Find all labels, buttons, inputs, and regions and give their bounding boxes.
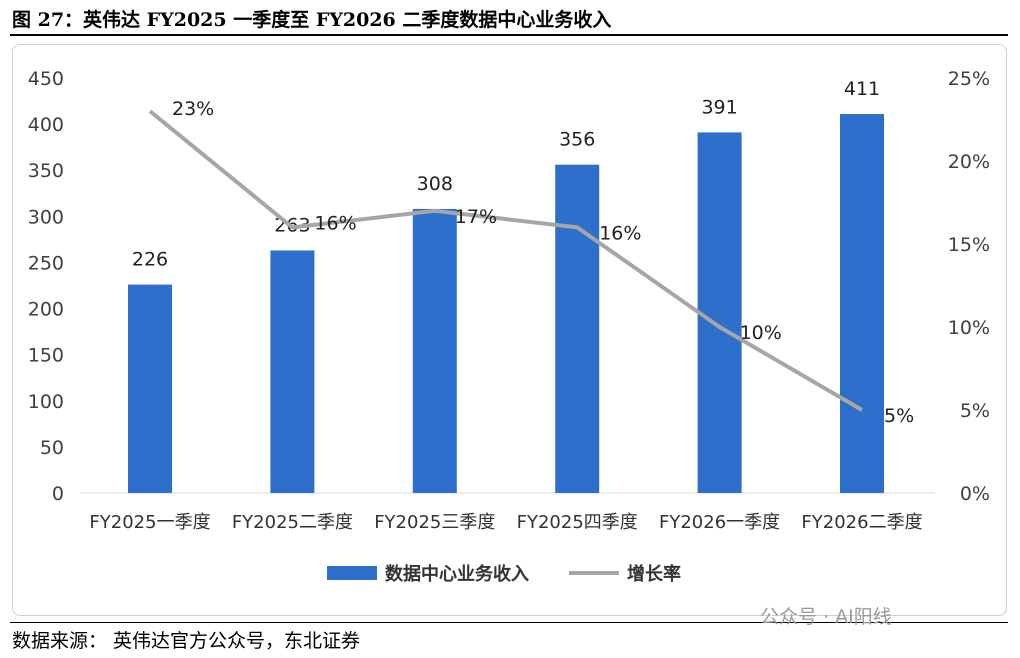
bar: [412, 208, 457, 493]
category-label: FY2025一季度: [89, 512, 210, 533]
line-value-label: 10%: [740, 322, 782, 344]
left-tick-label: 350: [28, 160, 64, 182]
right-tick-label: 25%: [948, 68, 990, 90]
figure-title: 图 27：英伟达 FY2025 一季度至 FY2026 二季度数据中心业务收入: [12, 9, 612, 31]
bar: [270, 250, 315, 493]
left-tick-label: 450: [28, 68, 64, 90]
category-label: FY2026二季度: [801, 512, 922, 533]
right-tick-label: 10%: [948, 317, 990, 339]
legend-line-label: 增长率: [627, 563, 681, 585]
left-tick-label: 50: [40, 437, 64, 459]
source-note: 数据来源： 英伟达官方公众号，东北证券: [12, 630, 361, 652]
bar-value-label: 411: [844, 78, 880, 100]
left-tick-label: 300: [28, 206, 64, 228]
bar: [128, 284, 172, 493]
bar-value-label: 226: [132, 249, 168, 271]
line-value-label: 16%: [599, 222, 641, 244]
right-tick-label: 5%: [960, 400, 990, 422]
chart-frame: [12, 44, 1007, 616]
bar-value-label: 308: [417, 173, 453, 195]
category-label: FY2025四季度: [517, 512, 638, 533]
bar: [840, 113, 884, 493]
left-tick-label: 200: [28, 299, 64, 321]
bar: [555, 164, 600, 493]
growth-line: [148, 109, 864, 412]
title-rule: [10, 34, 1008, 36]
left-tick-label: 0: [52, 483, 64, 505]
left-tick-label: 400: [28, 114, 64, 136]
category-label: FY2026一季度: [659, 512, 780, 533]
source-rule: [10, 622, 1008, 623]
left-tick-label: 100: [28, 391, 64, 413]
line-value-label: 5%: [884, 405, 914, 427]
legend-bar-label: 数据中心业务收入: [385, 563, 529, 585]
line-value-label: 17%: [455, 206, 497, 228]
bar-value-label: 391: [701, 96, 737, 118]
right-tick-label: 20%: [948, 151, 990, 173]
right-tick-label: 15%: [948, 234, 990, 256]
left-tick-label: 150: [28, 345, 64, 367]
left-tick-label: 250: [28, 252, 64, 274]
legend-bar-swatch: [327, 566, 377, 580]
bar-value-label: 356: [559, 129, 595, 151]
right-tick-label: 0%: [960, 483, 990, 505]
bar: [697, 132, 742, 493]
category-label: FY2025三季度: [374, 512, 495, 533]
line-value-label: 23%: [172, 98, 214, 120]
line-value-label: 16%: [314, 212, 356, 234]
category-label: FY2025二季度: [232, 512, 353, 533]
watermark: 公众号 · AI阳线: [760, 606, 892, 628]
